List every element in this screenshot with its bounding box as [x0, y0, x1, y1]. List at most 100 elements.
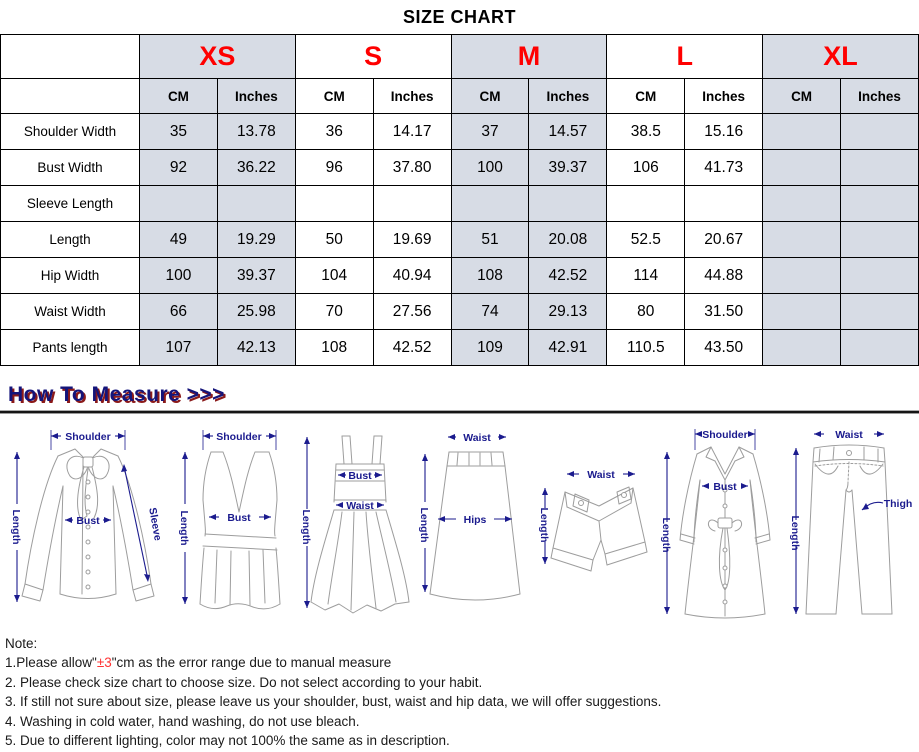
value-cell: 14.17 — [372, 113, 452, 150]
row-label: Sleeve Length — [0, 185, 140, 222]
note-line-2: 2. Please check size chart to choose siz… — [5, 674, 483, 690]
dress-drawing — [310, 435, 410, 614]
unit-header-m-cm: CM — [450, 78, 530, 114]
size-header-m: M — [450, 34, 608, 79]
value-cell — [762, 149, 842, 186]
value-cell: 40.94 — [372, 257, 452, 294]
value-cell: 109 — [450, 329, 530, 366]
value-cell: 19.29 — [216, 221, 296, 258]
skirt-drawing — [429, 451, 521, 601]
error-range-value: ±3 — [96, 655, 112, 671]
row-label: Pants length — [0, 329, 140, 366]
size-header-l: L — [606, 34, 764, 79]
value-cell — [528, 185, 608, 222]
value-cell: 42.52 — [372, 329, 452, 366]
value-cell — [606, 185, 686, 222]
value-cell — [840, 293, 919, 330]
tank-length-label: Length — [178, 511, 190, 546]
size-header-xl: XL — [762, 34, 919, 79]
measure-figure-coat: Shoulder Bust Length — [660, 429, 771, 619]
coat-bust-label: Bust — [713, 481, 737, 493]
value-cell — [216, 185, 296, 222]
measure-figures-row: Shoulder Length Bust Sleeve Should — [0, 414, 919, 626]
value-cell: 15.16 — [684, 113, 764, 150]
size-header-s: S — [294, 34, 452, 79]
value-cell: 51 — [450, 221, 530, 258]
value-cell: 92 — [139, 149, 218, 186]
value-cell — [450, 185, 530, 222]
pants-measures: Waist Thigh Length — [789, 429, 912, 614]
note-1-post: "cm as the error range due to manual mea… — [111, 655, 392, 671]
shorts-drawing — [550, 486, 648, 572]
table-head: XS S M L XL CM Inches CM Inches CM Inches CM Inches C… — [0, 34, 919, 114]
unit-header-xs-inches: Inches — [216, 78, 296, 114]
pants-waist-label: Waist — [835, 429, 863, 441]
table-row: Waist Width 66 25.98 70 27.56 74 29.13 80 31.50 — [0, 293, 919, 330]
value-cell: 20.67 — [684, 221, 764, 258]
note-line-1: 1.Please allow"±3"cm as the error range … — [5, 653, 913, 672]
value-cell: 41.73 — [684, 149, 764, 186]
value-cell — [840, 329, 919, 366]
pants-drawing — [805, 444, 893, 615]
note-line-5: 5. Due to different lighting, color may … — [5, 733, 450, 749]
divider-line — [0, 410, 919, 414]
value-cell — [840, 113, 919, 150]
table-row: Length 49 19.29 50 19.69 51 20.08 52.5 20.67 — [0, 221, 919, 258]
coat-length-label: Length — [660, 518, 672, 553]
unit-header-s-cm: CM — [294, 78, 374, 114]
unit-header-m-inches: Inches — [528, 78, 608, 114]
blouse-bust-label: Bust — [76, 515, 100, 527]
value-cell: 19.69 — [372, 221, 452, 258]
value-cell: 42.13 — [216, 329, 296, 366]
dress-length-label: Length — [300, 510, 312, 545]
value-cell: 37.80 — [372, 149, 452, 186]
table-row: Shoulder Width 35 13.78 36 14.17 37 14.57 38.5 1… — [0, 113, 919, 150]
tank-shoulder-label: Shoulder — [216, 431, 262, 443]
value-cell: 66 — [139, 293, 218, 330]
dress-bust-label: Bust — [349, 470, 373, 482]
value-cell: 107 — [139, 329, 218, 366]
value-cell: 27.56 — [372, 293, 452, 330]
row-label: Waist Width — [0, 293, 140, 330]
value-cell: 100 — [139, 257, 218, 294]
measure-figure-tank: Shoulder Length Bust — [178, 430, 281, 610]
value-cell: 37 — [450, 113, 530, 150]
table-row: Sleeve Length — [0, 185, 919, 222]
value-cell: 14.57 — [528, 113, 608, 150]
notes-section: Note: 1.Please allow"±3"cm as the error … — [0, 626, 919, 750]
unit-header-xl-inches: Inches — [840, 78, 919, 114]
note-1-pre: 1.Please allow" — [5, 655, 97, 671]
value-cell: 42.52 — [528, 257, 608, 294]
notes-title: Note: — [5, 636, 38, 651]
value-cell — [840, 185, 919, 222]
value-cell — [294, 185, 374, 222]
blouse-measures: Shoulder Length Bust Sleeve — [10, 430, 164, 602]
unit-header-l-inches: Inches — [684, 78, 764, 114]
size-header-xs: XS — [139, 34, 296, 79]
value-cell — [840, 149, 919, 186]
value-cell: 70 — [294, 293, 374, 330]
unit-header-xs-cm: CM — [139, 78, 218, 114]
row-label: Hip Width — [0, 257, 140, 294]
skirt-waist-label: Waist — [464, 432, 492, 444]
tank-drawing — [199, 451, 281, 610]
row-label: Bust Width — [0, 149, 140, 186]
pants-thigh-label: Thigh — [884, 498, 913, 510]
note-line-4: 4. Washing in cold water, hand washing, … — [5, 713, 360, 729]
shorts-length-label: Length — [538, 508, 550, 543]
value-cell: 50 — [294, 221, 374, 258]
value-cell: 42.91 — [528, 329, 608, 366]
value-cell — [139, 185, 218, 222]
value-cell — [762, 185, 842, 222]
coat-drawing — [679, 446, 771, 619]
value-cell — [762, 329, 842, 366]
value-cell — [762, 293, 842, 330]
value-cell: 110.5 — [606, 329, 686, 366]
value-cell: 36.22 — [216, 149, 296, 186]
dress-waist-label: Waist — [347, 500, 375, 512]
measure-figure-pants: Waist Thigh Length — [789, 429, 912, 615]
blouse-shoulder-label: Shoulder — [65, 431, 111, 443]
dress-measures: Bust Waist Length — [300, 437, 385, 608]
coat-shoulder-label: Shoulder — [702, 429, 748, 441]
value-cell: 13.78 — [216, 113, 296, 150]
